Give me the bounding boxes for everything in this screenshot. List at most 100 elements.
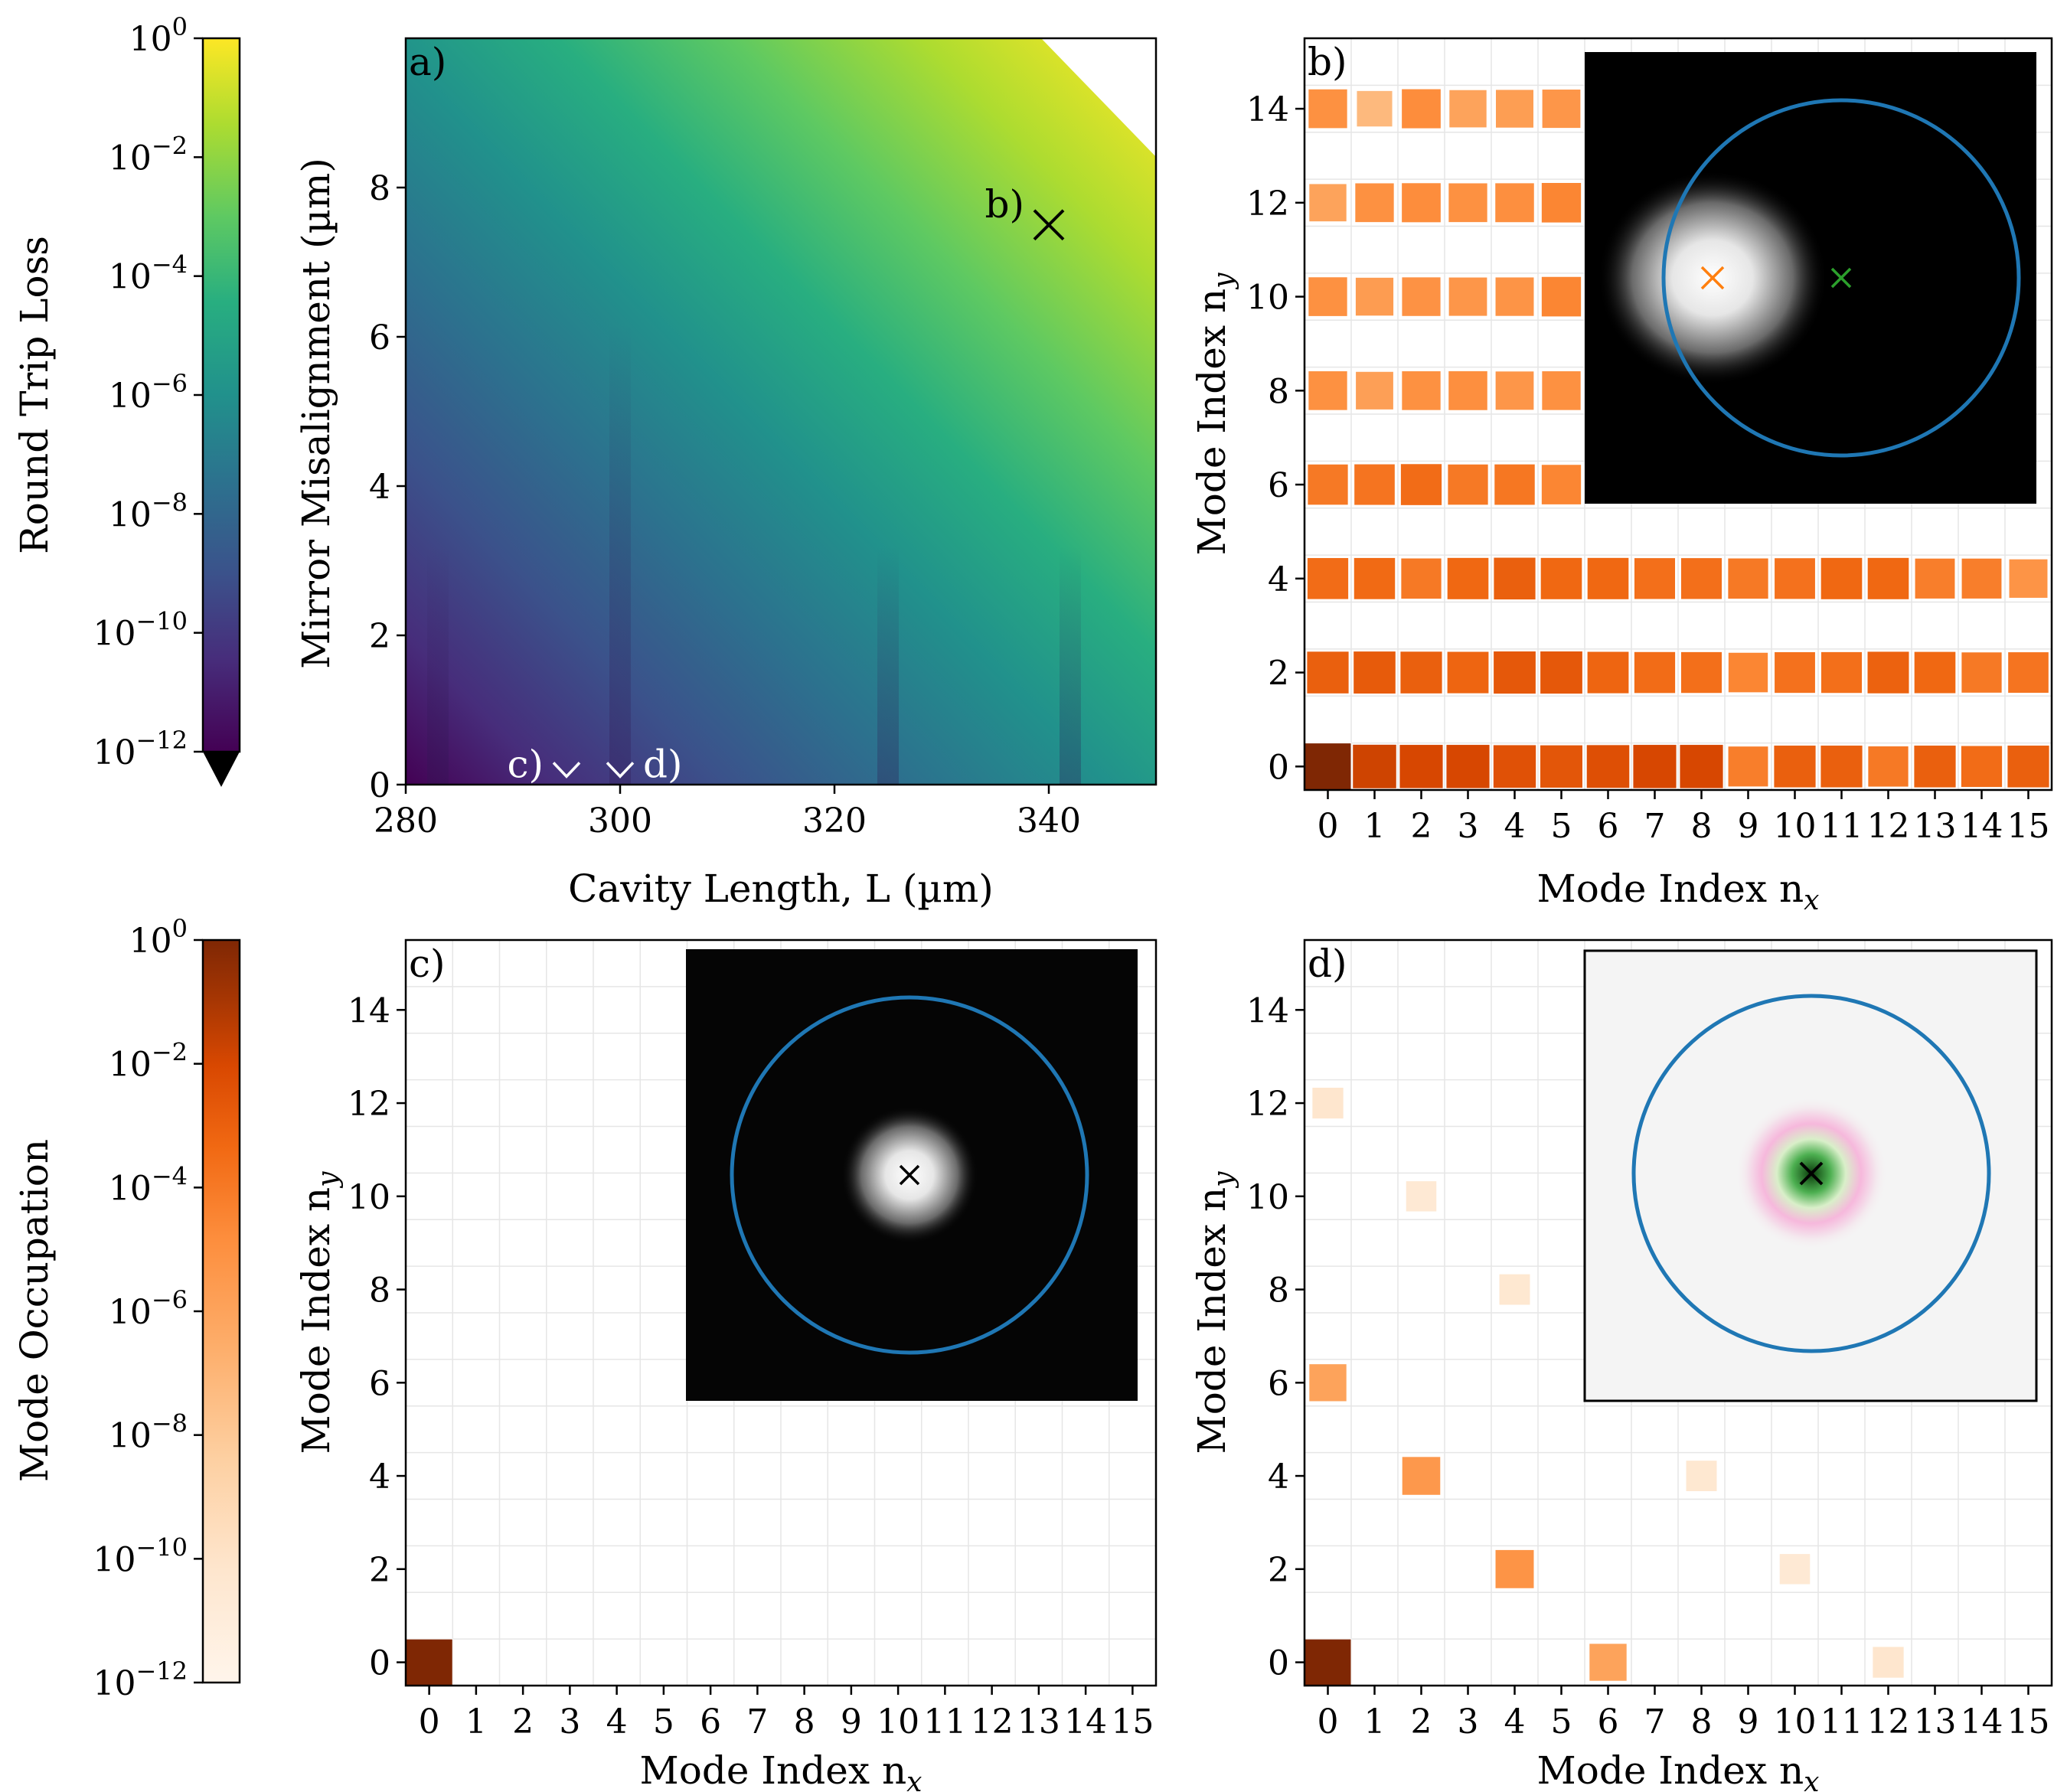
x-tick-label: 9 xyxy=(1738,807,1759,846)
x-tick-label: 4 xyxy=(1504,807,1526,846)
mode-cell xyxy=(1401,276,1442,317)
mode-cell xyxy=(1308,1363,1347,1402)
mode-cell xyxy=(2007,745,2050,788)
mode-cell xyxy=(1913,651,1957,694)
y-tick-label: 4 xyxy=(369,468,390,507)
panel-a-ylabel: Mirror Misalignment (µm) xyxy=(294,158,338,669)
mode-cell xyxy=(1866,557,1910,600)
mode-cell xyxy=(1308,183,1347,223)
x-tick-label: 2 xyxy=(512,1702,534,1741)
mode-cell xyxy=(1399,651,1443,694)
mode-cell xyxy=(1493,650,1536,695)
x-tick-label: 15 xyxy=(2007,1702,2050,1741)
mode-cell xyxy=(1540,181,1582,224)
y-tick-label: 0 xyxy=(1268,1644,1289,1683)
y-tick-label: 0 xyxy=(369,1644,390,1683)
mode-cell xyxy=(1680,651,1723,694)
panel-d-inset xyxy=(1583,949,2038,1402)
mode-cell xyxy=(1727,557,1769,600)
mode-cell xyxy=(1400,557,1442,600)
mode-cell xyxy=(1304,1638,1352,1686)
mode-cell xyxy=(1494,276,1535,317)
colorbar-tick-label: 10−4 xyxy=(109,1161,188,1208)
x-tick-label: 13 xyxy=(1914,807,1957,846)
x-tick-label: 7 xyxy=(1644,807,1666,846)
panel-c-frame xyxy=(404,938,1158,1687)
mode-cell xyxy=(1774,557,1816,600)
mode-cell xyxy=(1311,1086,1344,1120)
colorbar-tick-label: 10−2 xyxy=(109,131,188,178)
y-tick-label: 4 xyxy=(1268,1457,1289,1497)
mode-cell xyxy=(1961,651,2003,694)
mode-cell xyxy=(1540,464,1582,505)
mode-cell xyxy=(1540,744,1583,788)
y-tick-label: 0 xyxy=(369,766,390,805)
mode-cell xyxy=(1308,370,1348,411)
mode-cell xyxy=(1872,1646,1905,1679)
x-tick-label: 2 xyxy=(1411,1702,1432,1741)
mode-cell xyxy=(1679,744,1724,789)
mode-cell xyxy=(1727,746,1769,788)
y-tick-label: 8 xyxy=(1268,372,1289,411)
mode-cell xyxy=(1448,370,1488,411)
y-tick-label: 14 xyxy=(1246,991,1289,1030)
mode-cell xyxy=(1589,1643,1628,1682)
y-tick-label: 2 xyxy=(1268,1551,1289,1590)
mode-cell xyxy=(1727,651,1769,694)
x-tick-label: 13 xyxy=(1017,1702,1060,1741)
mode-cell xyxy=(1354,463,1396,506)
x-tick-label: 11 xyxy=(1820,1702,1863,1741)
x-tick-label: 6 xyxy=(1598,1702,1619,1741)
mirror-aperture-circle xyxy=(730,995,1089,1355)
mode-cell xyxy=(1585,744,1631,789)
y-tick-label: 10 xyxy=(1246,1178,1289,1217)
mode-cell xyxy=(1540,650,1583,695)
colorbar-tick-label: 10−8 xyxy=(109,488,188,534)
beam-center-marker xyxy=(1799,1161,1824,1186)
mode-cell xyxy=(1401,88,1442,129)
colorbar-tick-label: 10−2 xyxy=(109,1038,188,1085)
x-tick-label: 6 xyxy=(700,1702,721,1741)
panel-b-xlabel: Mode Index nx xyxy=(1537,867,1820,916)
panel-c-inset xyxy=(686,949,1138,1401)
mode-cell xyxy=(1399,744,1444,789)
x-tick-label: 1 xyxy=(1364,807,1386,846)
colorbar-gradient xyxy=(201,37,241,753)
x-tick-label: 10 xyxy=(877,1702,919,1741)
panel-a-xlabel: Cavity Length, L (µm) xyxy=(568,867,994,911)
panel-c-ylabel: Mode Index ny xyxy=(294,1171,344,1454)
x-tick-label: 1 xyxy=(465,1702,487,1741)
x-tick-label: 12 xyxy=(1867,807,1910,846)
colorbar-gradient xyxy=(201,938,241,1684)
x-tick-label: 0 xyxy=(1318,807,1339,846)
mode-cell xyxy=(1493,557,1536,601)
x-tick-label: 9 xyxy=(1738,1702,1759,1741)
marker-label: b) xyxy=(985,182,1024,227)
panel-b-ylabel: Mode Index ny xyxy=(1190,273,1239,556)
mode-cell xyxy=(1632,744,1677,789)
x-tick-label: 10 xyxy=(1774,1702,1817,1741)
mode-cell xyxy=(1448,276,1488,317)
mode-cell xyxy=(1540,557,1583,600)
mode-cell xyxy=(405,1638,453,1686)
mode-cell xyxy=(1820,557,1863,600)
mode-cell xyxy=(1820,745,1863,788)
x-tick-label: 7 xyxy=(1644,1702,1666,1741)
mode-cell xyxy=(1773,745,1817,788)
mode-cell xyxy=(2008,558,2049,599)
x-tick-label: 4 xyxy=(606,1702,628,1741)
colorbar-tick-label: 10−6 xyxy=(109,1285,188,1332)
mode-cell xyxy=(1914,557,1956,599)
x-tick-label: 12 xyxy=(1867,1702,1910,1741)
mode-cell xyxy=(1492,744,1537,789)
y-tick-label: 2 xyxy=(1268,654,1289,694)
y-tick-label: 8 xyxy=(1268,1271,1289,1311)
colorbar-tick-label: 10−8 xyxy=(109,1409,188,1456)
panel-a-frame xyxy=(404,37,1158,786)
mode-cell xyxy=(1685,1460,1718,1492)
mode-cell xyxy=(1448,89,1487,129)
x-tick-label: 7 xyxy=(746,1702,768,1741)
colorbar-mode-occupation: 100 10−2 10−4 10−6 10−8 10−10 10−12 Mode Occup… xyxy=(12,914,241,1703)
mode-cell xyxy=(1778,1553,1811,1585)
